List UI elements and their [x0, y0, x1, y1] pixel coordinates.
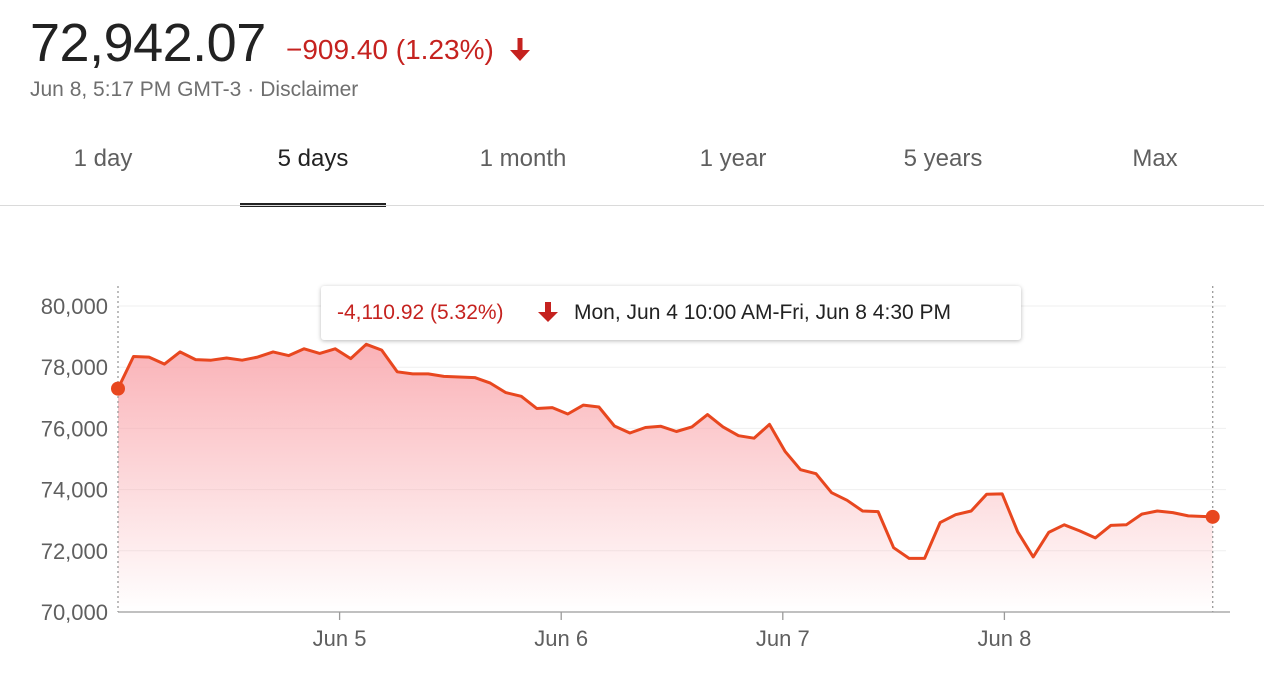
price-change-value: −909.40 (1.23%)	[286, 34, 494, 65]
tooltip-change: -4,110.92 (5.32%)	[337, 301, 504, 324]
current-price: 72,942.07	[30, 13, 266, 73]
tabs-divider	[0, 205, 1264, 206]
tab-1-month[interactable]: 1 month	[479, 145, 567, 172]
y-tick-label: 70,000	[41, 600, 108, 625]
y-tick-label: 76,000	[41, 416, 108, 441]
x-tick-label: Jun 6	[534, 626, 588, 651]
timestamp: Jun 8, 5:17 PM GMT-3	[30, 78, 242, 101]
meta-separator: ·	[247, 78, 255, 101]
tab-max[interactable]: Max	[1132, 145, 1178, 172]
range-tabs: 1 day 5 days 1 month 1 year 5 years Max	[0, 130, 1264, 207]
y-tick-label: 74,000	[41, 478, 108, 503]
x-tick-label: Jun 5	[313, 626, 367, 651]
tooltip-range: Mon, Jun 4 10:00 AM-Fri, Jun 8 4:30 PM	[574, 301, 952, 324]
disclaimer-link[interactable]: Disclaimer	[260, 78, 359, 101]
start-point-marker	[111, 381, 125, 396]
arrow-down-icon	[509, 38, 530, 61]
price-chart-svg[interactable]: 80,000 78,000 76,000 74,000 72,000 70,000 Jun …	[0, 220, 1264, 680]
x-tick-label: Jun 7	[756, 626, 810, 651]
range-tooltip: -4,110.92 (5.32%) Mon, Jun 4 10:00 AM-Fr…	[321, 286, 1021, 340]
y-tick-label: 80,000	[41, 294, 108, 319]
price-chart[interactable]: 80,000 78,000 76,000 74,000 72,000 70,000 Jun …	[0, 220, 1264, 680]
price-meta: Jun 8, 5:17 PM GMT-3 · Disclaimer	[30, 76, 358, 104]
tab-1-year[interactable]: 1 year	[699, 145, 767, 172]
price-line	[116, 342, 1215, 560]
end-point-marker	[1205, 509, 1220, 524]
price-change: −909.40 (1.23%)	[286, 30, 532, 70]
tooltip-arrow-down-icon	[538, 302, 558, 322]
tab-1-day[interactable]: 1 day	[73, 145, 133, 172]
price-area	[118, 344, 1213, 612]
y-tick-label: 78,000	[41, 355, 108, 380]
x-tick-label: Jun 8	[977, 626, 1031, 651]
y-tick-label: 72,000	[41, 539, 108, 564]
tab-5-days[interactable]: 5 days	[277, 145, 349, 172]
tab-5-years[interactable]: 5 years	[903, 145, 983, 172]
